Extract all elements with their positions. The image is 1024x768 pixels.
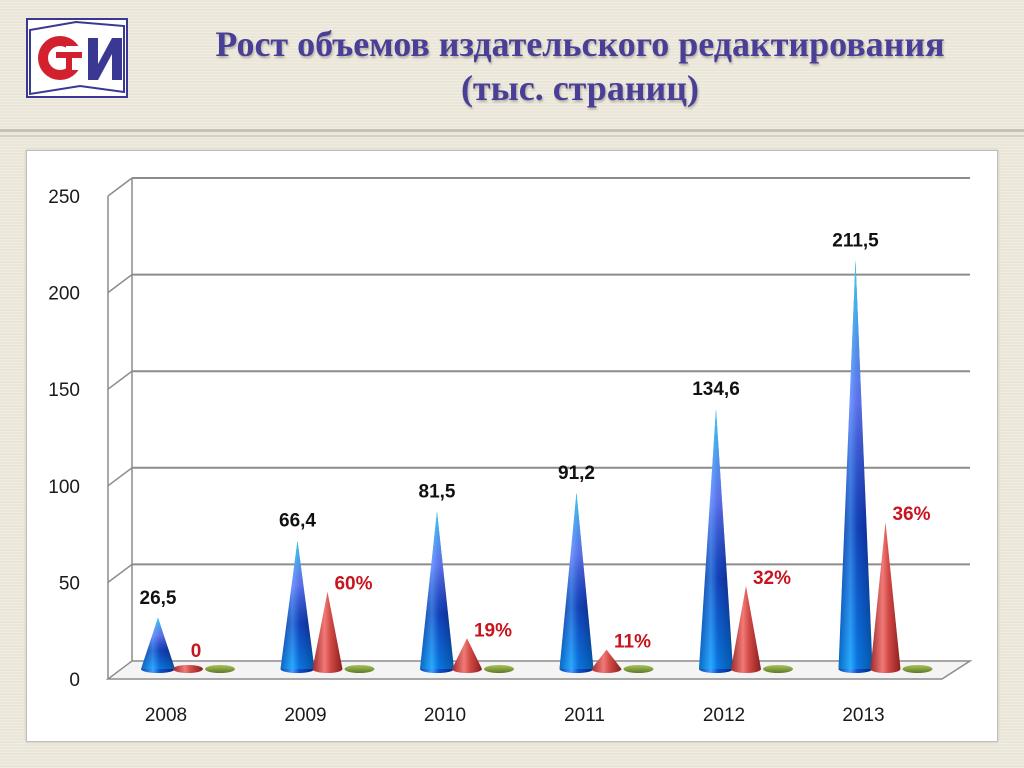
data-label: 26,5 bbox=[140, 588, 177, 609]
gridline-depth bbox=[107, 370, 133, 390]
chart-panel bbox=[26, 150, 998, 742]
header-divider-secondary bbox=[0, 135, 1024, 137]
data-label: 91,2 bbox=[558, 463, 595, 484]
cone-blue-highlight bbox=[699, 408, 733, 669]
percent-label: 60% bbox=[334, 574, 372, 595]
y-tick-label: 50 bbox=[59, 573, 80, 594]
cone-blue-highlight bbox=[420, 511, 454, 669]
cone-green-base bbox=[344, 665, 375, 673]
cone-blue-highlight bbox=[280, 540, 315, 669]
cone-blue-highlight bbox=[559, 492, 594, 669]
x-tick-label: 2012 bbox=[703, 705, 745, 726]
logo bbox=[26, 18, 130, 100]
x-tick-label: 2011 bbox=[564, 705, 605, 726]
title-line-2: (тыс. страниц) bbox=[460, 68, 700, 108]
cone-red bbox=[312, 591, 343, 673]
gridline-depth bbox=[107, 563, 133, 584]
cone-red bbox=[731, 585, 761, 673]
data-label: 66,4 bbox=[279, 511, 316, 532]
percent-label: 19% bbox=[474, 620, 512, 641]
cone-red bbox=[452, 638, 482, 673]
data-label: 81,5 bbox=[419, 482, 456, 503]
x-tick-label: 2010 bbox=[424, 705, 466, 726]
y-tick-label: 250 bbox=[48, 187, 80, 208]
cone-red bbox=[591, 649, 622, 673]
y-tick-label: 0 bbox=[69, 670, 80, 691]
y-tick-label: 200 bbox=[48, 284, 80, 305]
gridline-depth bbox=[107, 274, 133, 294]
gridline-depth bbox=[107, 467, 133, 487]
percent-label: 0 bbox=[191, 641, 202, 662]
data-label: 211,5 bbox=[832, 230, 879, 251]
x-tick-label: 2008 bbox=[145, 705, 187, 726]
data-label: 134,6 bbox=[692, 379, 740, 400]
gridline-depth bbox=[107, 177, 133, 197]
cone-green-base bbox=[763, 665, 793, 673]
cone-blue-highlight bbox=[141, 617, 175, 669]
slide-title: Рост объемов издательского редактировани… bbox=[150, 22, 1010, 110]
percent-label: 32% bbox=[753, 568, 791, 589]
y-tick-label: 100 bbox=[48, 477, 80, 498]
percent-label: 11% bbox=[614, 632, 651, 653]
header-divider bbox=[0, 129, 1024, 132]
title-line-1: Рост объемов издательского редактировани… bbox=[215, 24, 945, 64]
x-tick-label: 2009 bbox=[284, 705, 326, 726]
cone-red bbox=[870, 522, 901, 673]
slide-header: Рост объемов издательского редактировани… bbox=[0, 0, 1024, 130]
percent-label: 36% bbox=[892, 504, 930, 525]
cone-green-base bbox=[205, 665, 235, 673]
cone-green-base bbox=[902, 665, 933, 673]
cone-green-base bbox=[484, 665, 514, 673]
x-tick-label: 2013 bbox=[842, 705, 884, 726]
y-tick-label: 150 bbox=[48, 380, 80, 401]
cone-red-base bbox=[173, 665, 203, 673]
cone-blue-highlight bbox=[838, 260, 873, 669]
cone-green-base bbox=[623, 665, 654, 673]
